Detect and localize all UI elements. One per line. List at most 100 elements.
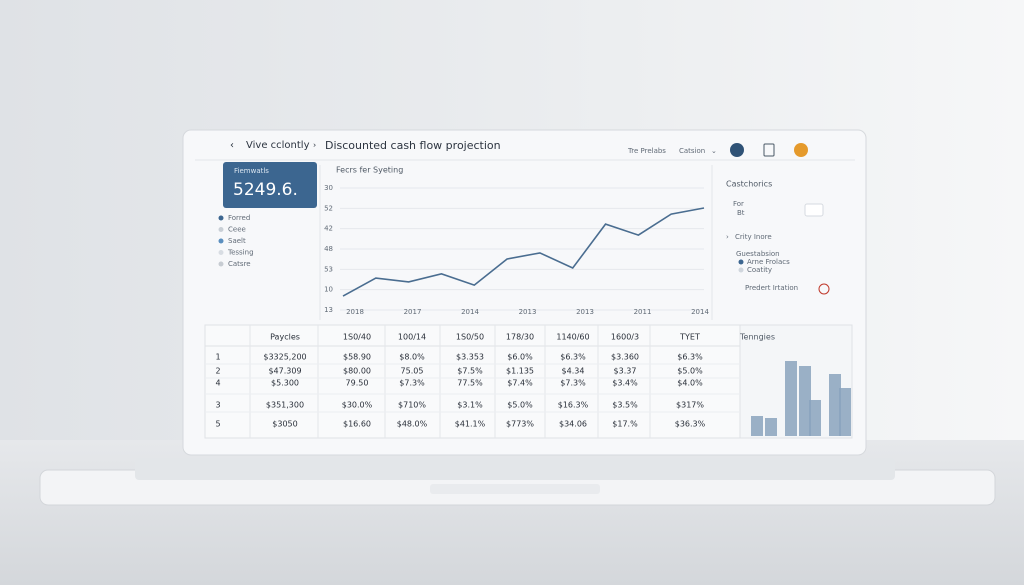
table-header-cell: Paycles bbox=[270, 333, 300, 342]
side-input[interactable] bbox=[804, 203, 824, 217]
trackpad bbox=[430, 484, 600, 494]
x-tick-label: 2014 bbox=[691, 308, 709, 316]
user-avatar[interactable] bbox=[794, 143, 808, 157]
legend-item[interactable]: Ceee bbox=[228, 226, 246, 234]
table-cell: $7.4% bbox=[507, 379, 533, 388]
x-tick-label: 2014 bbox=[461, 308, 479, 316]
table-cell: $7.3% bbox=[560, 379, 586, 388]
summary-card bbox=[223, 162, 317, 208]
header-dropdown[interactable]: Catsion bbox=[679, 147, 705, 155]
legend-dot bbox=[218, 227, 224, 232]
caret: › bbox=[726, 233, 729, 241]
table-cell: $1.135 bbox=[506, 367, 534, 376]
table-header-cell: 178/30 bbox=[506, 333, 534, 342]
mini-chart-title: Tenngies bbox=[739, 333, 775, 342]
table-cell: $41.1% bbox=[455, 420, 486, 429]
legend-item[interactable]: Saelt bbox=[228, 237, 246, 245]
header-icon-button[interactable] bbox=[730, 143, 744, 157]
table-header-cell: 1S0/40 bbox=[343, 333, 371, 342]
table-cell: $7.3% bbox=[399, 379, 425, 388]
mini-bar bbox=[809, 400, 821, 436]
legend-dot bbox=[218, 238, 224, 244]
back-icon[interactable]: ‹ bbox=[230, 140, 234, 151]
x-tick-label: 2011 bbox=[634, 308, 652, 316]
table-cell: $351,300 bbox=[266, 401, 304, 410]
legend-item[interactable]: Catsre bbox=[228, 260, 251, 268]
table-header-cell: 1600/3 bbox=[611, 333, 639, 342]
table-cell: $3.37 bbox=[614, 367, 637, 376]
legend-item[interactable]: Forred bbox=[228, 214, 250, 222]
legend-item[interactable]: Tessing bbox=[227, 249, 254, 257]
mini-bar bbox=[829, 374, 841, 436]
side-field: For bbox=[733, 200, 744, 208]
side-footer: Predert Irtation bbox=[745, 284, 798, 292]
y-tick-label: 30 bbox=[324, 184, 333, 192]
table-cell: $773% bbox=[506, 420, 534, 429]
table-cell: $16.60 bbox=[343, 420, 371, 429]
chart-title: Fecrs fer Syeting bbox=[336, 166, 403, 175]
legend-dot bbox=[218, 261, 224, 267]
mini-bar bbox=[785, 361, 797, 436]
table-cell: $34.06 bbox=[559, 420, 587, 429]
table-cell: $7.5% bbox=[457, 367, 483, 376]
breadcrumb[interactable]: Vive cclontly bbox=[246, 140, 310, 151]
header-doc-button[interactable] bbox=[763, 143, 775, 157]
group-dot bbox=[738, 267, 744, 273]
group-item[interactable]: Arne Frolacs bbox=[747, 258, 790, 266]
table-cell: 75.05 bbox=[401, 367, 424, 376]
side-option[interactable]: Crity Inore bbox=[735, 233, 772, 241]
table-cell: $17.% bbox=[612, 420, 638, 429]
table-cell: $3050 bbox=[272, 420, 297, 429]
group-item[interactable]: Coatity bbox=[747, 266, 772, 274]
breadcrumb-separator: › bbox=[313, 141, 316, 150]
table-cell: $47.309 bbox=[268, 367, 301, 376]
alert-icon[interactable] bbox=[818, 283, 830, 295]
table-cell: $3.360 bbox=[611, 353, 639, 362]
dropdown-caret: ⌄ bbox=[711, 147, 717, 155]
legend-dot bbox=[218, 250, 224, 255]
side-title: Castchorics bbox=[726, 180, 772, 189]
legend-dot bbox=[218, 215, 224, 221]
summary-value: 5249.6. bbox=[233, 180, 298, 200]
x-tick-label: 2018 bbox=[346, 308, 364, 316]
table-cell: $16.3% bbox=[558, 401, 589, 410]
table-cell: 3 bbox=[215, 401, 220, 410]
y-tick-label: 42 bbox=[324, 225, 333, 233]
table-cell: $36.3% bbox=[675, 420, 706, 429]
table-cell: $3.1% bbox=[457, 401, 483, 410]
mini-bar bbox=[751, 416, 763, 436]
table-cell: $6.3% bbox=[560, 353, 586, 362]
table-cell: $317% bbox=[676, 401, 704, 410]
y-tick-label: 13 bbox=[324, 306, 333, 314]
table-cell: $80.00 bbox=[343, 367, 371, 376]
table-cell: $5.300 bbox=[271, 379, 299, 388]
summary-label: Fiemwatls bbox=[234, 167, 269, 175]
table-cell: $3.353 bbox=[456, 353, 484, 362]
y-tick-label: 53 bbox=[324, 265, 333, 273]
table-header-cell: 100/14 bbox=[398, 333, 426, 342]
line-series bbox=[342, 207, 705, 297]
side-field: Bt bbox=[737, 209, 745, 217]
table-header-cell: 1140/60 bbox=[556, 333, 589, 342]
table-cell: $8.0% bbox=[399, 353, 425, 362]
mini-bar bbox=[839, 388, 851, 436]
x-tick-label: 2013 bbox=[576, 308, 594, 316]
table-header-cell: TYET bbox=[679, 333, 700, 342]
header-action[interactable]: Tre Prelabs bbox=[627, 147, 666, 155]
group-title: Guestabsion bbox=[736, 250, 780, 258]
table-cell: 5 bbox=[215, 420, 220, 429]
table-cell: 79.50 bbox=[346, 379, 369, 388]
table-cell: $5.0% bbox=[507, 401, 533, 410]
table-cell: $4.0% bbox=[677, 379, 703, 388]
table-cell: 1 bbox=[215, 353, 220, 362]
table-cell: 77.5% bbox=[457, 379, 483, 388]
y-tick-label: 48 bbox=[324, 245, 333, 253]
table-cell: 2 bbox=[215, 367, 220, 376]
keyboard bbox=[135, 458, 895, 480]
table-cell: $4.34 bbox=[562, 367, 585, 376]
table-cell: $6.0% bbox=[507, 353, 533, 362]
table-header-cell: 1S0/50 bbox=[456, 333, 484, 342]
table-cell: $5.0% bbox=[677, 367, 703, 376]
